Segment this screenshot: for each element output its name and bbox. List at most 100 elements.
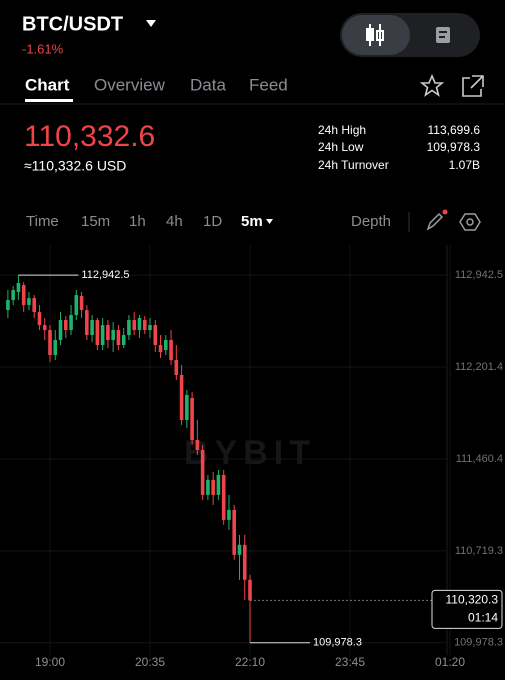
draw-tool-icon[interactable] (426, 209, 448, 231)
candle-body (16, 283, 21, 293)
candle-body (242, 544, 247, 580)
watermark: BYBIT (184, 434, 316, 472)
candle-body (32, 298, 37, 313)
stat-value: 1.07B (449, 158, 480, 172)
candle-body (211, 479, 215, 495)
candle-body (85, 310, 89, 336)
x-tick-label: 20:35 (135, 655, 165, 669)
candle-body (100, 325, 105, 346)
candle-body (121, 335, 126, 346)
y-tick-label: 109,978.3 (454, 637, 503, 649)
last-price: 110,332.6 (24, 120, 155, 153)
stat-value: 113,699.6 (428, 123, 481, 137)
candle-body (206, 479, 210, 495)
interval[interactable]: Time (26, 213, 59, 230)
annotation-label: 112,942.5 (81, 269, 129, 281)
candle-body (21, 285, 26, 306)
candle-icon (366, 24, 384, 46)
settings-icon[interactable] (459, 213, 481, 231)
candle-body (53, 340, 58, 356)
change: -1.61% (22, 41, 64, 56)
chart: BYBIT 112,942.5 112,201.4 111,460.4 110,719.… (0, 245, 503, 669)
info-view-button[interactable] (436, 27, 450, 43)
candle-body (127, 320, 131, 336)
y-tick-label: 111,460.4 (456, 453, 503, 465)
countdown: 01:14 (468, 611, 498, 625)
candle-body (48, 330, 52, 356)
y-tick-label: 110,719.3 (455, 545, 503, 557)
interval[interactable]: 15m (81, 213, 110, 230)
usd-price: ≈110,332.6 USD (24, 158, 126, 174)
x-tick-label: 23:45 (335, 655, 365, 669)
stats: 24h High 113,699.6 24h Low 109,978.3 24h… (318, 123, 480, 172)
pair-title[interactable]: BTC/USDT (22, 13, 123, 35)
pair-dropdown[interactable] (146, 20, 156, 27)
interval[interactable]: 4h (166, 213, 183, 230)
candle-body (27, 298, 31, 306)
candle-body (163, 340, 168, 351)
candle-body (90, 320, 94, 336)
candle-body (148, 325, 152, 331)
candle-body (190, 397, 194, 440)
candle-body (37, 312, 42, 326)
tab[interactable]: Overview (94, 75, 166, 94)
candle-body (185, 394, 189, 420)
candle-body (216, 474, 221, 495)
candle-body (69, 315, 73, 331)
candle-body (195, 439, 200, 450)
x-tick-label: 19:00 (35, 655, 65, 669)
candle-body (6, 300, 10, 311)
candle-body (79, 296, 84, 311)
candle-body (227, 509, 231, 520)
candle-body (137, 318, 142, 331)
x-tick-label: 22:10 (235, 655, 265, 669)
stat-value: 109,978.3 (427, 140, 481, 154)
favorite-icon[interactable] (419, 73, 445, 97)
candle-body (11, 290, 15, 301)
candle-body (158, 345, 163, 353)
interval[interactable]: 5m (241, 213, 263, 230)
x-tick-label: 01:20 (435, 655, 465, 669)
candle-body (106, 325, 110, 341)
candle-body (153, 325, 158, 346)
interval-dropdown[interactable] (266, 219, 273, 224)
interval[interactable]: 1D (203, 213, 222, 230)
interval[interactable]: 1h (129, 213, 146, 230)
share-icon[interactable] (462, 75, 484, 97)
candle-body (179, 375, 184, 420)
tab[interactable]: Chart (25, 75, 70, 94)
candle-body (132, 320, 137, 331)
y-tick-label: 112,942.5 (455, 269, 503, 281)
candle-body (58, 320, 63, 341)
stat-label: 24h High (318, 123, 366, 137)
intervals: Time 15m 1h 4h 1D 5m Depth (26, 213, 391, 230)
stat-label: 24h Low (318, 140, 364, 154)
candle-body (169, 340, 173, 361)
y-tick-label: 112,201.4 (455, 361, 503, 373)
candle-body (200, 449, 205, 495)
depth-button[interactable]: Depth (351, 213, 391, 230)
annotation-label: 109,978.3 (313, 637, 362, 649)
candle-body (74, 295, 79, 316)
candle-body (232, 509, 237, 555)
stat-label: 24h Turnover (318, 158, 389, 172)
candle-body (63, 320, 68, 331)
tabs: Chart Overview Data Feed (25, 75, 288, 94)
last-price-box (431, 589, 503, 629)
candle-body (95, 320, 100, 346)
candle-body (142, 320, 147, 331)
candle-body (248, 579, 252, 601)
tab[interactable]: Data (190, 75, 226, 94)
tab-underline (25, 99, 73, 102)
candle-body (237, 544, 242, 555)
candle-body (174, 360, 179, 376)
tab[interactable]: Feed (249, 75, 288, 94)
candle-body (221, 474, 226, 520)
last-price-label: 110,320.3 (446, 593, 499, 607)
candle-body (116, 330, 121, 346)
candle-body (111, 330, 115, 341)
candle-body (42, 325, 47, 331)
